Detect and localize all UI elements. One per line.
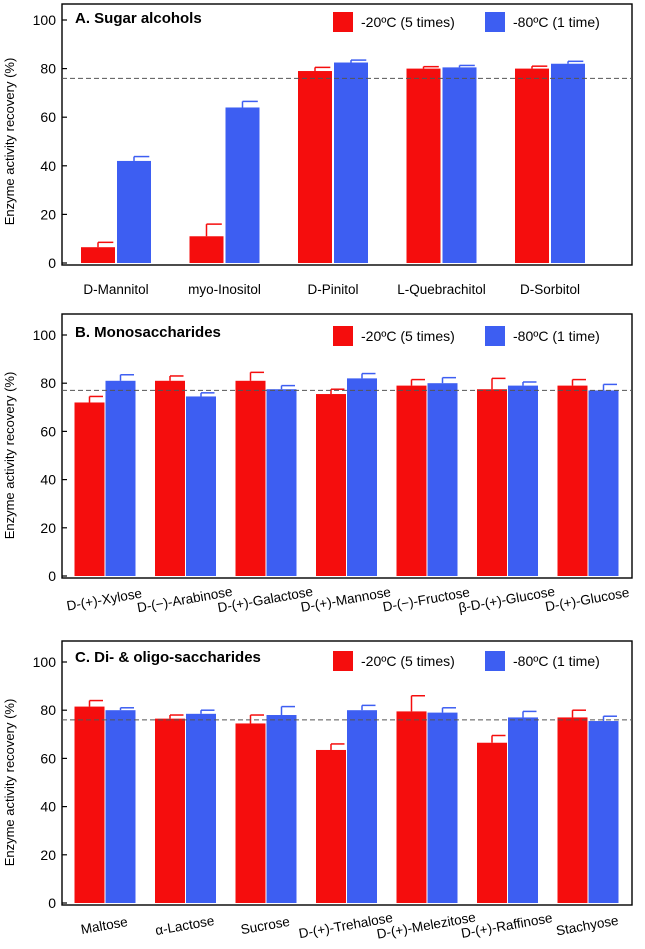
bar-minus80 xyxy=(105,710,136,903)
bar-minus20 xyxy=(81,247,115,263)
y-tick-label: 0 xyxy=(48,895,56,911)
y-tick-label: 40 xyxy=(40,799,56,815)
bar-minus80 xyxy=(225,107,260,263)
chart-panel-a: 0 20 40 60 80 100 Enzyme activity recovery (%)… xyxy=(2,3,633,297)
panel-title: C. Di- & oligo-saccharides xyxy=(75,649,261,666)
y-tick-label: 20 xyxy=(40,847,56,863)
x-category-label: L-Quebrachitol xyxy=(397,282,486,297)
y-tick-label: 100 xyxy=(33,12,57,28)
plot-frame xyxy=(61,640,633,906)
bar-minus20 xyxy=(557,385,588,576)
bar-minus20 xyxy=(557,717,588,903)
bar-minus20 xyxy=(316,394,346,576)
x-category-label: D-Pinitol xyxy=(307,282,358,297)
bar-minus20 xyxy=(74,706,105,903)
chart-panel-c: 0 20 40 60 80 100 Enzyme activity recovery (%)… xyxy=(2,640,633,942)
x-category-label: α-Lactose xyxy=(154,913,215,938)
bar-minus20 xyxy=(189,236,224,263)
bar-minus20 xyxy=(155,380,185,576)
y-tick-label: 60 xyxy=(40,423,56,439)
bar-minus20 xyxy=(477,742,507,903)
bar-minus20 xyxy=(298,71,332,263)
y-tick-label: 60 xyxy=(40,109,56,125)
bar-minus80 xyxy=(508,717,538,903)
legend-swatch-minus80 xyxy=(485,651,505,671)
bar-minus20 xyxy=(396,385,427,576)
panel-title: A. Sugar alcohols xyxy=(75,10,202,27)
x-category-label: β-D-(+)-Glucose xyxy=(457,584,556,616)
legend-swatch-minus20 xyxy=(333,651,353,671)
bar-minus80 xyxy=(508,385,538,576)
bar-minus20 xyxy=(235,380,266,576)
x-category-label: D-Mannitol xyxy=(83,282,148,297)
x-category-label: Stachyose xyxy=(555,913,620,939)
y-tick-label: 60 xyxy=(40,750,56,766)
bar-minus80 xyxy=(266,389,297,576)
y-tick-label: 20 xyxy=(40,206,56,222)
bar-minus80 xyxy=(186,396,216,576)
chart-panel-b: 0 20 40 60 80 100 Enzyme activity recovery (%)… xyxy=(2,313,633,616)
y-tick-label: 20 xyxy=(40,520,56,536)
bar-minus80 xyxy=(551,63,585,263)
legend-label: -80ºC (1 time) xyxy=(513,14,600,30)
legend-label: -20ºC (5 times) xyxy=(361,14,455,30)
y-axis-label: Enzyme activity recovery (%) xyxy=(2,699,17,867)
x-category-label: Sucrose xyxy=(240,914,291,937)
bar-minus80 xyxy=(347,378,377,576)
bar-minus80 xyxy=(427,383,458,576)
plot-frame xyxy=(61,313,633,579)
x-category-label: D-(−)-Fructose xyxy=(382,585,471,615)
plot-frame xyxy=(61,3,633,266)
bar-minus20 xyxy=(396,711,427,903)
y-tick-label: 100 xyxy=(33,327,57,343)
legend-label: -80ºC (1 time) xyxy=(513,653,600,669)
panel-title: B. Monosaccharides xyxy=(75,324,221,341)
y-tick-label: 80 xyxy=(40,375,56,391)
bar-minus20 xyxy=(74,402,105,576)
legend-label: -20ºC (5 times) xyxy=(361,328,455,344)
bar-minus20 xyxy=(316,749,346,903)
x-category-label: D-(+)-Xylose xyxy=(65,586,143,614)
y-tick-label: 0 xyxy=(48,568,56,584)
bar-minus80 xyxy=(427,712,458,903)
y-tick-label: 100 xyxy=(33,654,57,670)
y-axis-label: Enzyme activity recovery (%) xyxy=(2,58,17,226)
legend-swatch-minus80 xyxy=(485,12,505,32)
bar-minus20 xyxy=(235,723,266,903)
x-category-label: D-Sorbitol xyxy=(520,282,580,297)
legend-swatch-minus80 xyxy=(485,326,505,346)
x-category-label: myo-Inositol xyxy=(188,282,261,297)
x-category-label: Maltose xyxy=(80,914,129,937)
y-axis-label: Enzyme activity recovery (%) xyxy=(2,372,17,540)
bar-minus80 xyxy=(347,710,377,903)
y-tick-label: 40 xyxy=(40,472,56,488)
bar-minus80 xyxy=(117,160,151,263)
y-tick-label: 40 xyxy=(40,158,56,174)
y-tick-label: 80 xyxy=(40,702,56,718)
bar-minus80 xyxy=(266,715,297,903)
bar-minus20 xyxy=(515,68,549,263)
bar-minus20 xyxy=(477,389,507,576)
x-category-label: D-(+)-Mannose xyxy=(300,584,392,615)
bar-minus80 xyxy=(588,390,619,576)
bar-minus80 xyxy=(186,713,216,903)
bar-minus80 xyxy=(334,62,368,264)
legend-swatch-minus20 xyxy=(333,12,353,32)
legend-swatch-minus20 xyxy=(333,326,353,346)
bar-minus20 xyxy=(155,718,185,903)
bar-minus80 xyxy=(105,380,136,576)
x-category-label: D-(+)-Glucose xyxy=(544,585,630,615)
legend-label: -80ºC (1 time) xyxy=(513,328,600,344)
legend-label: -20ºC (5 times) xyxy=(361,653,455,669)
y-tick-label: 80 xyxy=(40,61,56,77)
bar-minus20 xyxy=(406,68,441,263)
bar-minus80 xyxy=(442,67,477,263)
y-tick-label: 0 xyxy=(48,255,56,271)
bar-minus80 xyxy=(588,721,619,903)
